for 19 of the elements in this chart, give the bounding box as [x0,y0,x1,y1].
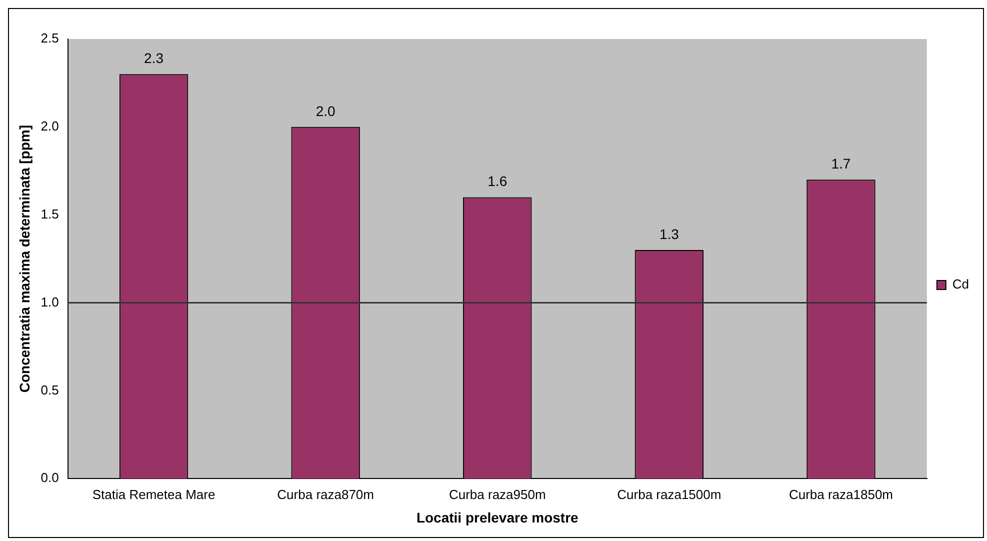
data-label: 1.6 [488,173,508,190]
y-tick-label: 0.0 [40,470,59,486]
y-axis-title: Concentratia maxima determinata [ppm] [16,124,32,393]
x-tick-label: Statia Remetea Mare [92,486,216,502]
y-tick-label: 2.0 [40,118,59,134]
legend-label: Cd [952,276,970,292]
x-tick-label: Curba raza1500m [617,486,722,502]
x-axis-title: Locatii prelevare mostre [416,509,579,526]
data-label: 1.7 [831,156,851,172]
x-tick-label: Curba raza1850m [788,486,894,502]
y-tick-label: 1.5 [40,206,59,222]
y-tick-label: 0.5 [40,382,59,398]
y-tick-label: 1.0 [40,294,59,310]
data-label: 2.3 [144,50,164,66]
y-tick-label: 2.5 [40,30,59,46]
data-label: 2.0 [316,102,336,119]
data-label: 1.3 [659,226,680,242]
x-tick-label: Curba raza950m [448,486,546,502]
x-tick-label: Curba raza870m [277,486,374,502]
